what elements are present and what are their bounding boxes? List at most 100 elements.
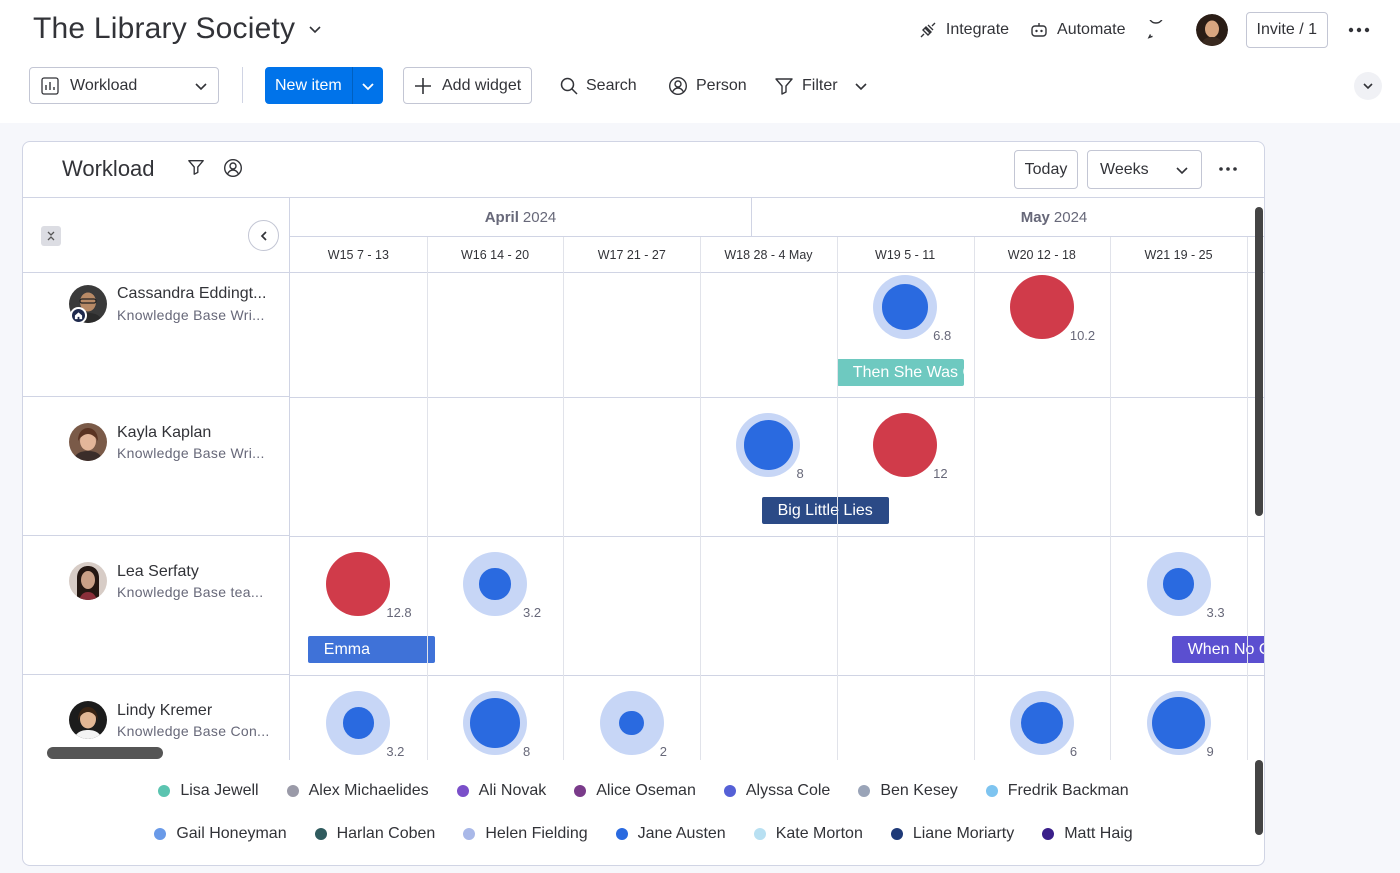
person-row[interactable]: Kayla Kaplan Knowledge Base Wri... (23, 397, 290, 536)
workload-bubble[interactable] (1146, 691, 1211, 755)
toolbar-divider (242, 67, 243, 103)
workload-value: 8 (796, 466, 804, 481)
workload-fill (1162, 568, 1195, 600)
workload-value: 3.2 (386, 744, 405, 759)
person-row[interactable]: Lea Serfaty Knowledge Base tea... (23, 536, 290, 675)
new-item-button[interactable]: New item (275, 76, 342, 94)
workload-value: 8 (523, 744, 531, 759)
legend-label: Lisa Jewell (180, 782, 259, 799)
workload-bubble[interactable] (599, 691, 664, 755)
workload-widget: Workload Today Weeks (22, 141, 1265, 866)
workload-value: 6.8 (933, 328, 952, 343)
workload-value: 12 (933, 466, 948, 481)
legend-item: Jane Austen (615, 825, 726, 843)
integrate-button[interactable]: Integrate (908, 12, 1019, 48)
updates-button[interactable] (1136, 12, 1176, 48)
week-gridline (1247, 237, 1248, 760)
person-filter-button[interactable]: Person (668, 67, 747, 104)
avatar (69, 562, 107, 600)
horizontal-scrollbar[interactable] (47, 747, 163, 759)
more-options-icon[interactable] (1338, 12, 1380, 48)
top-actions: Integrate Automate Invite / 1 (908, 12, 1380, 48)
person-icon[interactable] (223, 158, 243, 178)
people-column: Cassandra Eddingt... Knowledge Base Wri.… (23, 198, 290, 760)
widget-more-icon[interactable] (1218, 158, 1238, 180)
collapse-header-button[interactable] (1354, 72, 1382, 100)
workload-bubble[interactable] (873, 275, 938, 339)
person-name: Lea Serfaty (117, 563, 199, 580)
item-bar[interactable]: When No O (1171, 636, 1264, 663)
vertical-scrollbar[interactable] (1255, 207, 1263, 516)
legend-label: Liane Moriarty (912, 825, 1015, 842)
search-label: Search (586, 76, 637, 94)
legend-label: Harlan Coben (336, 825, 436, 842)
workload-bubble[interactable] (463, 691, 528, 755)
collapse-all-icon[interactable] (41, 226, 61, 246)
month-label: May 2024 (752, 198, 1264, 237)
legend-label: Ben Kesey (880, 782, 958, 799)
user-avatar[interactable] (1195, 14, 1228, 46)
person-icon (668, 76, 688, 96)
workload-bubble[interactable] (736, 413, 801, 477)
workload-bubble[interactable] (326, 691, 391, 755)
legend-item: Ben Kesey (858, 782, 958, 800)
person-row[interactable]: Lindy Kremer Knowledge Base Con... (23, 675, 290, 760)
workload-fill (1152, 696, 1205, 750)
board-title[interactable]: The Library Society (33, 12, 323, 46)
add-widget-button[interactable]: Add widget (403, 67, 533, 104)
legend-dot (463, 828, 476, 840)
legend-scrollbar[interactable] (1255, 760, 1263, 835)
automate-button[interactable]: Automate (1019, 12, 1135, 48)
legend-row: Lisa Jewell Alex Michaelides Ali Novak Alic… (23, 782, 1264, 800)
item-bar[interactable]: Big Little Lies (761, 497, 889, 524)
view-selector[interactable]: Workload (29, 67, 219, 104)
workload-bubble[interactable] (463, 552, 528, 616)
week-gridline (837, 237, 838, 760)
workload-fill (479, 568, 511, 600)
workload-value: 12.8 (386, 605, 412, 620)
workload-value: 2 (659, 744, 667, 759)
today-button[interactable]: Today (1014, 150, 1078, 189)
item-bar[interactable]: Emma (307, 636, 435, 663)
item-bar[interactable]: Then She Was G (836, 359, 964, 386)
new-item-dropdown[interactable] (351, 67, 383, 104)
legend-dot (154, 828, 167, 840)
week-label: W16 14 - 20 (460, 248, 530, 262)
legend-item: Lisa Jewell (158, 782, 259, 800)
legend-label: Ali Novak (478, 782, 547, 799)
collapse-column-button[interactable] (248, 220, 279, 251)
workload-bubble[interactable] (873, 413, 938, 477)
legend-item: Kate Morton (753, 825, 863, 843)
legend-item: Alice Oseman (574, 782, 696, 800)
legend-dot (456, 785, 469, 797)
workload-bubble[interactable] (326, 552, 391, 616)
time-scale-selector[interactable]: Weeks (1087, 150, 1202, 189)
board-toolbar: Workload New item Add widget Search (0, 67, 1400, 105)
week-label: W18 28 - 4 May (724, 248, 813, 262)
widget-header: Workload Today Weeks (23, 142, 1264, 198)
legend: Lisa Jewell Alex Michaelides Ali Novak Alic… (23, 760, 1264, 865)
month-year: 2024 (522, 209, 557, 226)
month-year: 2024 (1053, 209, 1088, 226)
person-row[interactable]: Cassandra Eddingt... Knowledge Base Wri.… (23, 273, 290, 397)
workload-bubble[interactable] (1009, 275, 1074, 339)
add-widget-label: Add widget (442, 76, 522, 94)
workload-bubble[interactable] (1009, 691, 1074, 755)
legend-dot (753, 828, 766, 840)
workload-bubble[interactable] (1146, 552, 1211, 616)
row-divider (290, 397, 1264, 398)
legend-row: Gail Honeyman Harlan Coben Helen Fielding J… (23, 825, 1264, 843)
chevron-down-icon[interactable] (307, 21, 323, 37)
search-button[interactable]: Search (560, 67, 637, 104)
legend-item: Ali Novak (456, 782, 547, 800)
invite-button[interactable]: Invite / 1 (1245, 12, 1328, 48)
workload-timeline[interactable]: April 2024 May 2024 W15 7 - 13 W16 14 - 2… (290, 198, 1264, 760)
filter-icon[interactable] (187, 158, 205, 178)
legend-dot (1042, 828, 1055, 840)
chat-bubble-icon (1146, 20, 1166, 40)
legend-item: Matt Haig (1042, 825, 1133, 843)
filter-button[interactable]: Filter (774, 67, 868, 104)
legend-label: Alex Michaelides (308, 782, 429, 799)
chevron-down-icon[interactable] (854, 79, 868, 93)
chevron-down-icon (362, 82, 374, 90)
